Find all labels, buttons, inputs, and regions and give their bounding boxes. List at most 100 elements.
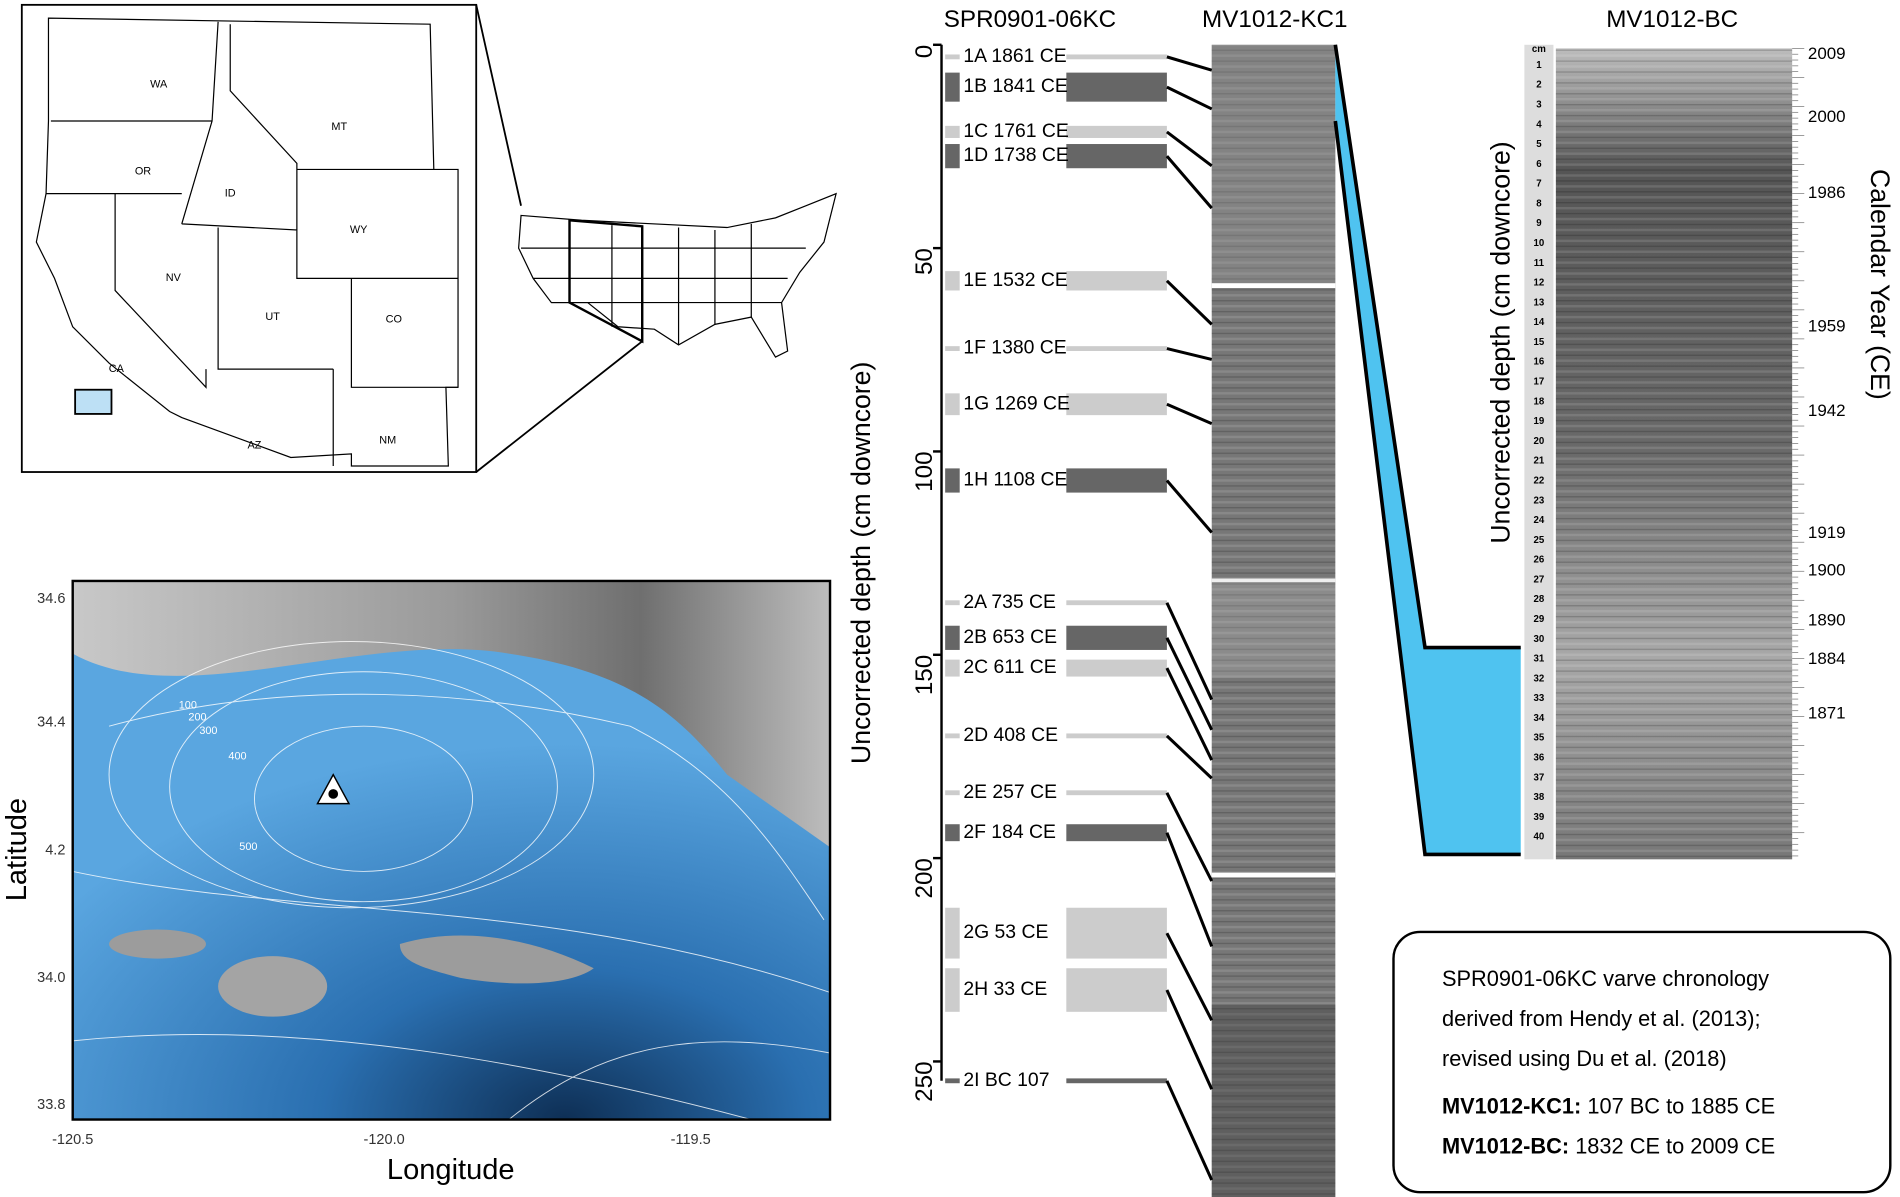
ruler-tick-label: 25 <box>1534 535 1545 546</box>
tie-band <box>1066 346 1167 351</box>
tie-point-label: 2I BC 107 <box>963 1069 1049 1091</box>
ruler-tick-label: 12 <box>1534 278 1545 289</box>
depth-tick-label: 250 <box>911 1061 938 1101</box>
note-line: revised using Du et al. (2018) <box>1442 1046 1727 1071</box>
tie-band <box>945 625 960 650</box>
tie-band <box>945 271 960 291</box>
ruler-tick-label: 11 <box>1534 258 1545 269</box>
tie-point-label: 2E 257 CE <box>963 781 1057 803</box>
tie-band <box>1066 625 1167 650</box>
tie-connector <box>1165 637 1214 731</box>
x-tick-label: -120.0 <box>364 1132 405 1148</box>
tie-band <box>1066 659 1167 677</box>
tie-band <box>1066 144 1167 169</box>
state-label: AZ <box>248 439 262 451</box>
tie-connector <box>1165 479 1213 534</box>
tie-point-label: 1A 1861 CE <box>963 45 1066 67</box>
tie-band <box>1066 125 1167 138</box>
note-range: MV1012-BC: 1832 CE to 2009 CE <box>1442 1133 1775 1158</box>
state-label: WY <box>350 224 368 236</box>
contour-label: 200 <box>188 712 206 724</box>
tie-band <box>1066 271 1167 291</box>
ruler-tick-label: 21 <box>1534 456 1545 467</box>
tie-band <box>945 144 960 169</box>
tie-band <box>945 824 960 842</box>
y-tick-label: 34.0 <box>37 970 65 986</box>
year-tick-label: 1986 <box>1808 183 1846 202</box>
state-label: NV <box>166 272 182 284</box>
year-tick-label: 2000 <box>1808 107 1846 126</box>
ruler-unit: cm <box>1532 44 1546 55</box>
ruler-tick-label: 16 <box>1534 357 1545 368</box>
tie-point-label: 1E 1532 CE <box>963 269 1068 291</box>
tie-band <box>945 468 960 493</box>
x-tick-label: -120.5 <box>52 1132 93 1148</box>
year-tick-label: 1900 <box>1808 561 1846 580</box>
tie-band <box>945 600 960 606</box>
tie-band <box>1066 1078 1167 1084</box>
core-title: MV1012-KC1 <box>1202 6 1347 33</box>
ruler-tick-label: 2 <box>1536 80 1541 91</box>
ruler-tick-label: 38 <box>1534 792 1545 803</box>
ruler-tick-label: 40 <box>1534 832 1545 843</box>
ruler-tick-label: 19 <box>1534 416 1545 427</box>
ruler-tick-label: 13 <box>1534 297 1545 308</box>
year-tick-label: 1942 <box>1808 401 1846 420</box>
year-tick-label: 1884 <box>1808 649 1846 668</box>
tie-point-label: 2D 408 CE <box>963 724 1058 746</box>
ruler-tick-label: 9 <box>1536 218 1542 229</box>
ruler-tick-label: 29 <box>1534 614 1545 625</box>
tie-connector <box>1165 279 1213 326</box>
tie-connector <box>1165 130 1213 168</box>
tie-connector <box>1165 932 1214 1021</box>
tie-band <box>1066 393 1167 416</box>
tie-point-label: 1F 1380 CE <box>963 337 1066 359</box>
tie-band <box>1066 968 1167 1012</box>
state-label: UT <box>265 311 280 323</box>
year-tick-label: 2009 <box>1808 44 1846 63</box>
tie-connector <box>1166 402 1213 425</box>
core-title: SPR0901-06KC <box>944 6 1116 33</box>
depth-axis-label: Uncorrected depth (cm downcore) <box>846 362 876 764</box>
y-tick-label: 4.2 <box>45 843 65 859</box>
state-label: MT <box>331 121 347 133</box>
tie-band <box>1066 600 1167 606</box>
tie-connector <box>1165 667 1214 761</box>
tie-band <box>945 659 960 677</box>
tie-point-label: 1H 1108 CE <box>963 469 1067 491</box>
ruler-tick-label: 33 <box>1534 693 1545 704</box>
tie-band <box>945 1078 960 1084</box>
tie-point-label: 2B 653 CE <box>963 626 1057 648</box>
depth-tick-label: 0 <box>911 45 938 58</box>
tie-band <box>945 393 960 416</box>
state-label: WA <box>150 79 168 91</box>
y-tick-label: 34.4 <box>37 714 65 730</box>
tie-point-label: 2G 53 CE <box>963 921 1048 943</box>
tie-point-label: 2F 184 CE <box>963 821 1056 843</box>
ruler-tick-label: 27 <box>1534 574 1545 585</box>
ruler-tick-label: 28 <box>1534 594 1545 605</box>
tie-band <box>1066 54 1167 60</box>
note-range: MV1012-KC1: 107 BC to 1885 CE <box>1442 1093 1775 1118</box>
ruler-tick-label: 32 <box>1534 673 1545 684</box>
ruler-tick-label: 14 <box>1534 317 1545 328</box>
tie-band <box>1066 72 1167 102</box>
ruler-tick-label: 17 <box>1534 377 1545 388</box>
depth-tick-label: 100 <box>911 451 938 491</box>
state-label: NM <box>379 434 396 446</box>
ruler-tick-label: 24 <box>1534 515 1545 526</box>
ruler-tick-label: 31 <box>1534 654 1545 665</box>
tie-connector <box>1165 155 1213 210</box>
tie-band <box>945 346 960 351</box>
y-tick-label: 33.8 <box>37 1097 65 1113</box>
tie-connector <box>1166 85 1213 111</box>
tie-point-label: 1D 1738 CE <box>963 144 1069 166</box>
tie-band <box>945 72 960 102</box>
contour-label: 300 <box>199 725 217 737</box>
ruler-tick-label: 30 <box>1534 634 1545 645</box>
tie-band <box>1066 468 1167 493</box>
tie-band <box>945 54 960 60</box>
tie-connector <box>1165 602 1214 701</box>
note-line: SPR0901-06KC varve chronology <box>1442 966 1769 991</box>
y-tick-label: 34.6 <box>37 591 65 607</box>
